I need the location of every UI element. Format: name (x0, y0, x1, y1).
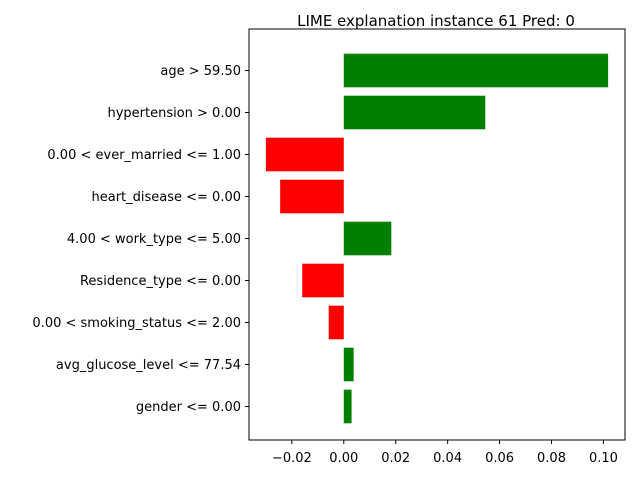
y-tick-label: 0.00 < smoking_status <= 2.00 (32, 316, 241, 331)
bar (265, 137, 344, 172)
chart-title: LIME explanation instance 61 Pred: 0 (297, 12, 575, 30)
x-tick-label: 0.04 (433, 451, 462, 466)
bar (343, 221, 392, 256)
bar (302, 263, 344, 298)
y-tick-label: heart_disease <= 0.00 (91, 190, 241, 205)
x-tick-label: 0.00 (329, 451, 358, 466)
bar (343, 389, 352, 424)
y-tick-label: gender <= 0.00 (136, 400, 241, 415)
bar (280, 179, 344, 214)
x-tick-label: 0.02 (381, 451, 410, 466)
bar (343, 347, 354, 382)
x-axis-ticks: −0.02 0.00 0.02 0.04 0.06 0.08 0.10 (272, 440, 618, 466)
bars-layer (265, 53, 609, 424)
y-tick-label: hypertension > 0.00 (107, 106, 241, 121)
x-tick-label: 0.08 (537, 451, 566, 466)
bar (328, 305, 344, 340)
y-tick-label: 0.00 < ever_married <= 1.00 (47, 148, 241, 163)
plot-frame (248, 28, 626, 441)
y-tick-label: Residence_type <= 0.00 (80, 274, 241, 289)
y-tick-label: 4.00 < work_type <= 5.00 (67, 232, 241, 247)
y-tick-label: age > 59.50 (160, 64, 241, 79)
y-tick-label: avg_glucose_level <= 77.54 (56, 358, 241, 373)
x-tick-label: −0.02 (272, 451, 312, 466)
bar (343, 53, 609, 88)
x-tick-label: 0.10 (589, 451, 618, 466)
y-axis-ticks: age > 59.50 hypertension > 0.00 0.00 < eve… (32, 64, 249, 415)
bar (343, 95, 486, 130)
x-tick-label: 0.06 (485, 451, 514, 466)
